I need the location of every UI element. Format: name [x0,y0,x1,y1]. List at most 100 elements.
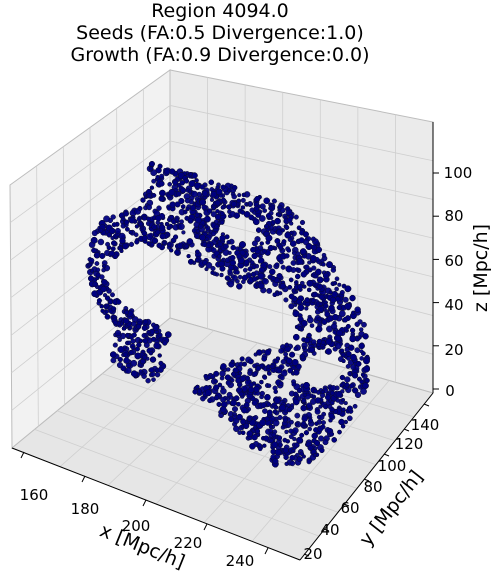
data-point [272,292,278,297]
data-point [224,275,231,281]
data-point [264,416,270,422]
data-point [112,342,118,348]
data-point [322,439,329,446]
tick-mark [363,478,370,482]
data-point [149,161,155,167]
data-point [334,342,342,350]
data-point [210,230,217,237]
data-point [232,185,238,191]
data-point [268,206,273,211]
data-point [95,267,101,273]
data-point [223,243,229,250]
data-point [284,342,290,348]
data-point [188,180,196,187]
data-point [284,231,292,239]
data-point [311,394,317,400]
data-point [233,395,240,402]
data-point [233,212,240,219]
y-tick-label: 80 [363,478,382,496]
data-point [257,446,263,452]
data-point [102,264,107,269]
data-point [332,281,338,286]
data-point [277,442,283,448]
data-point [145,378,151,384]
data-point [352,387,359,394]
data-point [291,381,297,387]
data-point [297,283,303,290]
data-point [304,306,309,311]
data-point [151,178,157,184]
data-point [194,178,199,183]
data-point [164,221,170,227]
data-point [173,234,179,240]
data-point [267,264,273,270]
data-point [107,299,113,305]
data-point [141,373,147,379]
y-tick-label: 140 [411,416,440,434]
data-point [265,212,272,219]
data-point [219,211,225,216]
data-point [128,350,134,355]
grid-line [169,105,434,162]
data-point [93,252,101,259]
data-point [210,211,217,218]
data-point [96,298,102,304]
data-point [294,324,300,330]
data-point [219,235,226,242]
data-point [295,273,301,280]
x-tick-label: 240 [226,552,255,570]
data-point [189,204,197,211]
data-point [178,223,185,231]
data-point [201,190,209,197]
data-point [207,397,213,404]
data-point [269,363,275,370]
data-point [248,386,255,394]
data-point [320,340,326,345]
data-point [166,225,172,231]
data-point [278,381,284,386]
data-point [143,319,149,325]
grid-line [36,165,39,427]
data-point [122,242,129,250]
data-point [310,255,317,262]
tick-mark [264,547,269,555]
data-point [242,267,248,273]
data-point [318,301,323,307]
data-point [210,265,216,272]
data-point [151,193,157,198]
data-point [318,435,325,442]
data-point [259,266,265,273]
data-point [210,191,218,198]
data-point [154,372,161,378]
data-point [146,193,152,199]
data-point [330,385,337,391]
data-point [213,236,219,242]
data-point [319,447,325,454]
data-point [140,197,146,203]
data-point [306,459,312,465]
x-tick-label: 200 [122,517,151,535]
grid-line [169,175,434,239]
data-point [134,224,139,229]
tick-mark [20,451,25,459]
data-point [304,264,310,270]
data-point [263,435,270,442]
data-point [264,349,271,356]
data-point [342,317,348,323]
data-point [341,407,346,412]
data-point [293,398,300,406]
data-point [195,384,200,390]
data-point [240,418,247,425]
data-point [184,244,189,249]
data-point [303,430,309,436]
data-point [169,214,175,220]
data-point [340,397,346,403]
data-point [180,204,186,209]
data-point [101,267,106,273]
data-point [349,335,357,343]
data-point [280,264,286,270]
data-point [358,342,365,350]
data-point [259,241,264,246]
data-point [315,268,322,276]
data-point [146,204,153,211]
